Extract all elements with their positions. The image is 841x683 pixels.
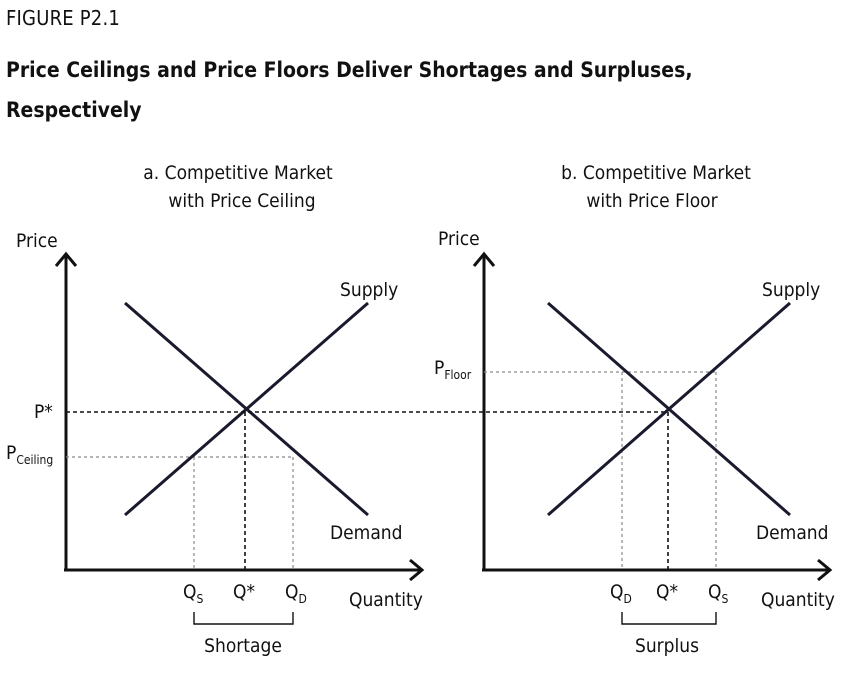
panel-a-demand-label: Demand — [330, 522, 403, 544]
panel-a-title-line2: with Price Ceiling — [168, 190, 315, 212]
panel-a-demand-curve — [124, 301, 369, 517]
panel-b-qs-label: QS — [708, 581, 728, 606]
panel-a-y-axis-label: Price — [16, 230, 58, 252]
panel-a: a. Competitive Market with Price Ceiling… — [6, 162, 425, 657]
panel-a-shortage-label: Shortage — [204, 635, 282, 657]
panel-b-surplus-label: Surplus — [635, 635, 699, 657]
panel-b-title-line1: b. Competitive Market — [561, 162, 751, 184]
panel-b-x-axis-arrow — [817, 558, 833, 582]
panel-b-surplus-bracket — [621, 612, 717, 625]
panel-a-title-line1: a. Competitive Market — [143, 162, 333, 184]
panel-b-qstar-label: Q* — [656, 581, 678, 603]
panel-a-qs-label: QS — [183, 581, 203, 606]
panel-a-x-axis-arrow — [409, 558, 425, 582]
panel-b: b. Competitive Market with Price Floor P… — [434, 162, 835, 657]
figure-title: Price Ceilings and Price Floors Deliver … — [6, 58, 693, 122]
panel-b-qd-label: QD — [610, 581, 632, 606]
panel-b-y-axis-label: Price — [438, 228, 480, 250]
panel-a-y-axis-arrow — [54, 251, 78, 267]
panel-b-x-axis-label: Quantity — [761, 589, 835, 611]
panel-a-supply-label: Supply — [340, 279, 398, 301]
panel-a-shortage-bracket — [193, 612, 294, 625]
panel-a-p-star-label: P* — [34, 401, 53, 423]
panel-b-demand-label: Demand — [756, 522, 829, 544]
figure-label: FIGURE P2.1 — [6, 6, 121, 30]
panel-b-p-floor-label: PFloor — [434, 357, 472, 382]
panel-a-qd-label: QD — [285, 581, 307, 606]
panel-b-title-line2: with Price Floor — [586, 190, 718, 212]
panel-b-y-axis-arrow — [472, 251, 496, 267]
panel-b-demand-curve — [547, 301, 791, 517]
panel-a-qstar-label: Q* — [233, 581, 255, 603]
panel-b-supply-label: Supply — [762, 279, 820, 301]
panel-a-p-ceiling-label: PCeiling — [6, 442, 53, 467]
panel-a-x-axis-label: Quantity — [349, 589, 423, 611]
